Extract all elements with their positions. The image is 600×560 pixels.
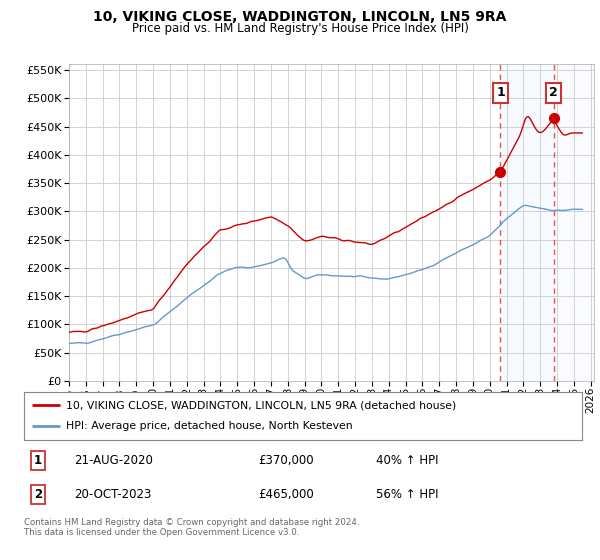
Text: 2: 2 <box>34 488 42 501</box>
Text: 40% ↑ HPI: 40% ↑ HPI <box>376 454 438 467</box>
Bar <box>500 64 554 381</box>
Text: 10, VIKING CLOSE, WADDINGTON, LINCOLN, LN5 9RA (detached house): 10, VIKING CLOSE, WADDINGTON, LINCOLN, L… <box>66 400 456 410</box>
Bar <box>554 64 594 381</box>
Text: 21-AUG-2020: 21-AUG-2020 <box>74 454 153 467</box>
Text: 10, VIKING CLOSE, WADDINGTON, LINCOLN, LN5 9RA: 10, VIKING CLOSE, WADDINGTON, LINCOLN, L… <box>94 10 506 24</box>
Text: £370,000: £370,000 <box>259 454 314 467</box>
Text: 56% ↑ HPI: 56% ↑ HPI <box>376 488 438 501</box>
Text: Contains HM Land Registry data © Crown copyright and database right 2024.
This d: Contains HM Land Registry data © Crown c… <box>24 518 359 538</box>
Text: Price paid vs. HM Land Registry's House Price Index (HPI): Price paid vs. HM Land Registry's House … <box>131 22 469 35</box>
Text: HPI: Average price, detached house, North Kesteven: HPI: Average price, detached house, Nort… <box>66 421 352 431</box>
Text: £465,000: £465,000 <box>259 488 314 501</box>
Text: 20-OCT-2023: 20-OCT-2023 <box>74 488 152 501</box>
Text: 1: 1 <box>34 454 42 467</box>
Text: 1: 1 <box>496 86 505 99</box>
Text: 2: 2 <box>549 86 558 99</box>
